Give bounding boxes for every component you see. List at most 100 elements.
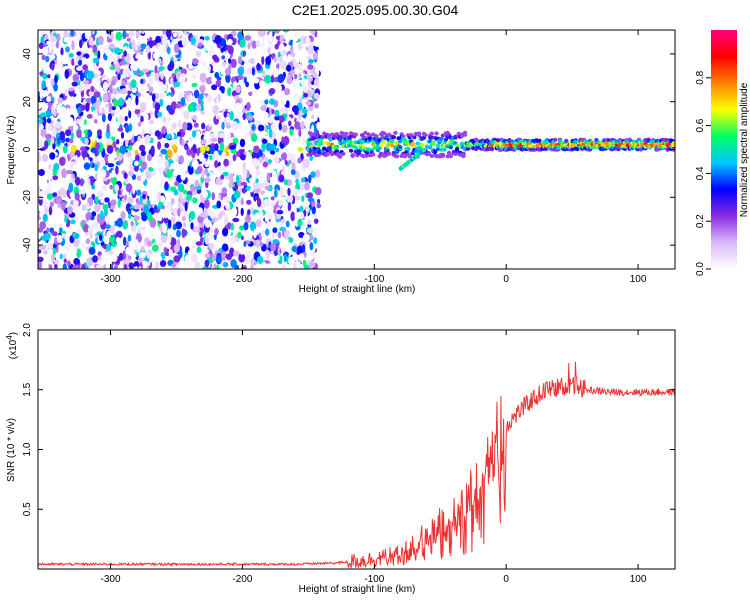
spectrogram-cell (200, 144, 206, 154)
spectrogram-cell (286, 76, 293, 85)
spectrogram-cell (61, 58, 68, 65)
spectrogram-cell (78, 118, 85, 127)
spectrogram-cell (80, 146, 86, 152)
spectrogram-cell (38, 104, 42, 110)
spectrogram-cell (89, 232, 93, 239)
spectrogram-cell (439, 137, 444, 141)
spectrogram-cell (285, 33, 290, 44)
spectrogram-cell (90, 160, 94, 167)
spectrogram-cell (127, 196, 134, 204)
spectrogram-cell (268, 128, 273, 139)
spectrogram-cell (278, 161, 283, 171)
spectrogram-cell (54, 263, 58, 269)
spectrogram-cell (222, 262, 229, 268)
spectrogram-cell (294, 170, 300, 180)
spectrogram-cell (82, 223, 90, 233)
spectrogram-cell (186, 233, 190, 242)
spectrogram-cell (67, 116, 74, 127)
spectrogram-cell (159, 260, 167, 267)
spectrogram-cell (116, 217, 123, 228)
spectrogram-cell (306, 90, 312, 98)
spectrogram-cell (311, 205, 316, 215)
spectrogram-cell (104, 215, 111, 223)
spectrogram-cell (223, 210, 230, 218)
spectrogram-cell (341, 151, 346, 156)
spectrogram-cell (308, 59, 314, 64)
spectrogram-cell (40, 128, 47, 138)
spectrogram-cell (259, 80, 266, 88)
spectrogram-cell (249, 221, 257, 232)
spectrogram-cell (196, 246, 202, 253)
spectrogram-cell (382, 140, 387, 144)
spectrogram-cell (119, 145, 126, 155)
spectrogram-cell (48, 41, 54, 46)
spectrogram-cell (156, 121, 161, 128)
spectrogram-cell (145, 113, 149, 121)
spectrogram-cell (269, 31, 273, 37)
spectrogram-cell (72, 165, 80, 172)
spectrogram-cell (255, 167, 261, 177)
spectrogram-cell (154, 130, 161, 138)
spectrogram-cell (667, 142, 672, 146)
spectrogram-cell (154, 102, 161, 111)
spectrogram-cell (115, 111, 121, 118)
spectrogram-cell (241, 187, 247, 194)
spectrogram-cell (183, 30, 188, 35)
spectrogram-cell (191, 130, 197, 138)
spectrogram-cell (386, 151, 392, 156)
spectrogram-cell (273, 57, 277, 62)
spectrogram-cell (428, 145, 433, 150)
spectrogram-cell (255, 40, 261, 47)
spectrogram-cell (243, 240, 247, 247)
spectrogram-cell (141, 121, 145, 128)
spectrogram-cell (402, 154, 408, 159)
spectrogram-cell (98, 108, 103, 114)
spectrogram-cell (409, 133, 414, 137)
spectrogram-cell (279, 42, 284, 52)
spectrogram-cell (240, 181, 248, 186)
spectrogram-cell (223, 111, 227, 118)
spectrogram-cell (122, 30, 127, 40)
spectrogram-cell (128, 262, 135, 269)
spectrogram-cell (209, 146, 216, 155)
spectrogram-cell (301, 244, 306, 253)
spectrogram-cell (97, 129, 102, 137)
spectrogram-cell (139, 86, 144, 93)
spectrogram-cell (386, 132, 392, 137)
spectrogram-cell (49, 152, 56, 160)
spectrogram-cell (127, 90, 132, 96)
spectrogram-cell (201, 169, 205, 179)
spectrogram-cell (161, 233, 168, 243)
spectrogram-cell (114, 263, 118, 269)
spectrogram-cell (103, 263, 107, 269)
spectrogram-cell (290, 70, 295, 77)
spectrogram-cell (78, 85, 84, 92)
spectrogram-cell (159, 99, 164, 107)
spectrogram-cell (167, 63, 174, 72)
spectrogram-cell (43, 250, 49, 255)
spectrogram-cell (125, 246, 133, 255)
spectrogram-cell (314, 42, 320, 47)
spectrogram-cell (45, 109, 52, 119)
x-tick-label: -200 (232, 274, 252, 285)
spectrogram-cell (88, 90, 96, 97)
spectrogram-cell (137, 175, 142, 181)
spectrogram-cell (41, 80, 46, 89)
spectrogram-cell (151, 93, 156, 102)
spectrogram-cell (193, 114, 197, 121)
spectrogram-cell (108, 217, 115, 227)
spectrogram-cell (49, 201, 54, 208)
spectrogram-cell (213, 150, 219, 159)
spectrogram-cell (267, 159, 273, 164)
spectrogram-cell (284, 159, 288, 166)
spectrogram-cell (65, 244, 72, 251)
spectrogram-cell (140, 172, 146, 182)
spectrogram-cell (137, 135, 142, 143)
spectrogram-cell (191, 253, 198, 263)
spectrogram-cell (239, 246, 246, 255)
spectrogram-cell (297, 157, 302, 164)
spectrogram-cell (72, 97, 77, 106)
spectrogram-cell (300, 177, 306, 183)
spectrogram-y-label: Frequency (Hz) (6, 116, 17, 185)
spectrogram-cell (286, 194, 293, 204)
